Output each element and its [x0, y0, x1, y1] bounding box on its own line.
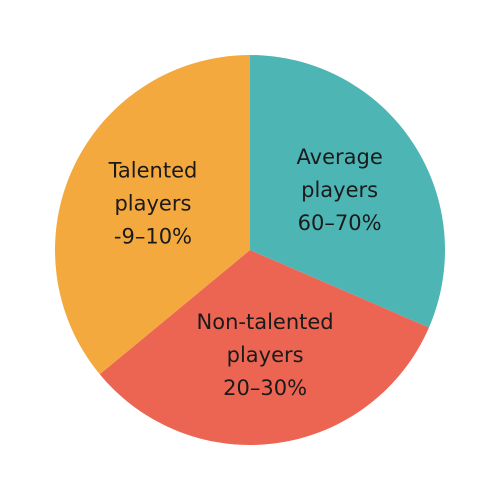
slice-label: Non-talented [197, 310, 334, 334]
slice-label: players [227, 343, 304, 367]
slice-label: players [114, 191, 191, 215]
slice-label: Average [297, 145, 383, 169]
pie-slice [99, 250, 429, 445]
slice-label: -9–10% [114, 224, 192, 248]
slice-label: players [301, 178, 378, 202]
slice-label: 60–70% [298, 211, 382, 235]
slice-label: Talented [108, 158, 198, 182]
pie-slice [55, 55, 251, 375]
slice-label: 20–30% [223, 376, 307, 400]
pie-slice [250, 55, 445, 328]
